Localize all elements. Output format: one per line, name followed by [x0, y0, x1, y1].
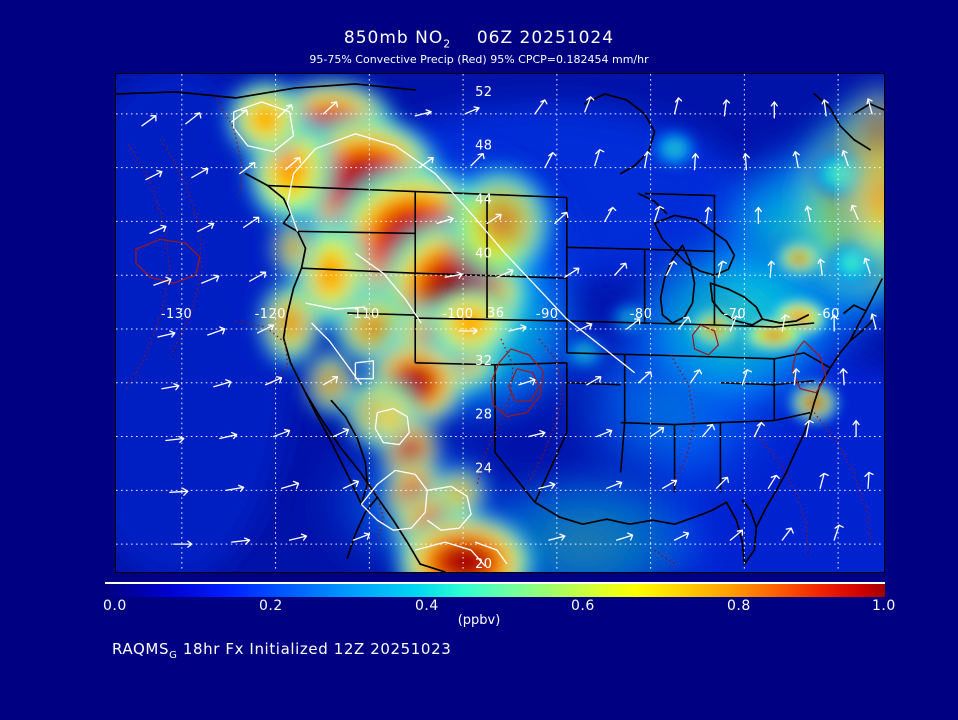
colorbar-tick-2: 0.4	[415, 598, 439, 614]
lat-label-44: 44	[475, 192, 492, 207]
subtitle: 95-75% Convective Precip (Red) 95% CPCP=…	[309, 53, 649, 66]
lat-label-24: 24	[475, 461, 492, 476]
lon-label-120: -120	[255, 307, 286, 322]
lon-label-80: -80	[630, 307, 653, 322]
lat-label-20: 20	[475, 557, 492, 572]
colorbar-tick-5: 1.0	[872, 598, 896, 614]
no2-field: 52 48 44 40 36 32 28 24 20 -130 -120 -11…	[116, 74, 884, 572]
lat-label-52: 52	[475, 85, 492, 100]
lat-label-28: 28	[475, 408, 492, 423]
wind-vectors	[141, 96, 877, 548]
model-caption: RAQMSG 18hr Fx Initialized 12Z 20251023	[112, 640, 451, 661]
colorbar-tick-1: 0.2	[259, 598, 283, 614]
colorbar-tick-0: 0.0	[103, 598, 127, 614]
state-borders-white	[233, 101, 636, 567]
title-valid-time: 06Z 20251024	[476, 28, 615, 48]
model-name: RAQMS	[112, 640, 170, 658]
lon-label-110: -110	[348, 307, 379, 322]
map-canvas[interactable]: 52 48 44 40 36 32 28 24 20 -130 -120 -11…	[116, 74, 884, 572]
lat-label-32: 32	[475, 354, 492, 369]
forecast-info: 18hr Fx Initialized 12Z 20251023	[177, 640, 452, 658]
lat-label-48: 48	[475, 139, 492, 154]
title-species-subscript: 2	[443, 37, 452, 51]
lon-label-90: -90	[536, 307, 559, 322]
model-name-subscript: G	[169, 650, 178, 661]
state-borders	[267, 184, 831, 503]
lat-label-40: 40	[475, 246, 492, 261]
map-panel[interactable]: 52 48 44 40 36 32 28 24 20 -130 -120 -11…	[115, 73, 885, 573]
colorbar-unit: (ppbv)	[457, 613, 501, 628]
lon-label-60: -60	[817, 307, 840, 322]
lon-label-100: -100	[442, 307, 473, 322]
coastlines	[116, 83, 884, 572]
colorbar-tick-3: 0.6	[571, 598, 595, 614]
grid-labels: 52 48 44 40 36 32 28 24 20 -130 -120 -11…	[161, 85, 840, 572]
lat-label-36: 36	[487, 306, 504, 321]
page-title: 850mb NO2 06Z 20251024	[0, 28, 958, 50]
lon-label-130: -130	[161, 307, 192, 322]
colorbar[interactable]	[105, 582, 885, 597]
colorbar-tick-4: 0.8	[727, 598, 751, 614]
lon-label-70: -70	[723, 307, 746, 322]
title-species: 850mb NO	[343, 28, 444, 48]
